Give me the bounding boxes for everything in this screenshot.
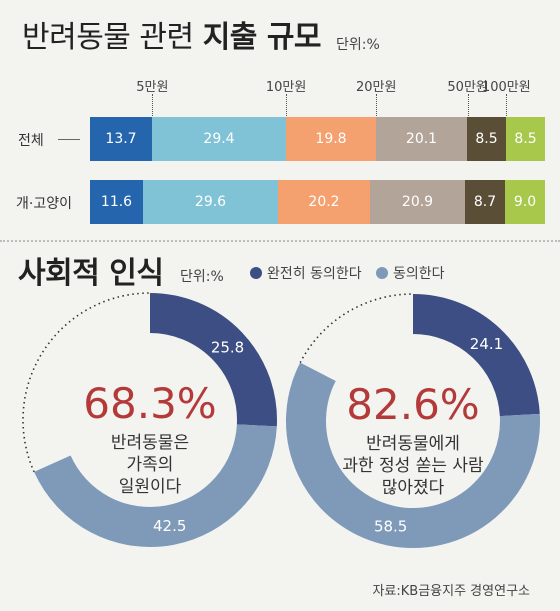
tick-line (376, 94, 378, 116)
donut-caption-line: 가족의 (127, 455, 174, 475)
spending-title: 반려동물 관련 지출 규모 (22, 18, 322, 58)
perception-title: 사회적 인식 (18, 256, 164, 291)
donut-caption-line: 반려동물은 (111, 433, 189, 453)
donut-slice-strongly-agree (412, 294, 540, 417)
legend-agree-swatch (376, 267, 388, 279)
tick-label: 20만원 (355, 80, 397, 95)
donut-caption-line: 반려동물에게 (366, 434, 460, 454)
donut-slice-strongly-agree (149, 293, 277, 427)
bar-segment: 11.6 (90, 180, 143, 224)
bar-segment: 20.2 (278, 180, 370, 224)
donut-caption-line: 과한 정성 쏟는 사람 (342, 456, 484, 476)
row-label: 개·고양이 (16, 196, 72, 212)
bar-segment: 19.8 (286, 117, 376, 161)
source-note: 자료:KB금융지주 경영연구소 (372, 584, 530, 599)
tick-label: 5만원 (136, 80, 169, 95)
tick-line (467, 94, 469, 116)
legend-agree-label: 동의한다 (393, 266, 445, 282)
spending-unit: 단위:% (336, 37, 380, 53)
donut-remainder (22, 292, 150, 473)
bar-segment: 9.0 (505, 180, 545, 224)
donut-caption-line: 많아졌다 (382, 478, 445, 498)
legend-strongly-agree-swatch (250, 267, 262, 279)
donut-remainder (299, 293, 413, 364)
row-label-leader (58, 139, 80, 140)
slice-label-strongly-agree: 24.1 (470, 335, 503, 353)
slice-label-agree: 42.5 (153, 517, 186, 535)
legend-strongly-agree-label: 완전히 동의한다 (267, 266, 362, 282)
donut-center-percent: 82.6% (346, 380, 479, 429)
tick-line (152, 94, 154, 116)
spending-title-bold: 지출 규모 (202, 20, 322, 55)
stacked-bar: 11.6 29.6 20.2 20.9 8.7 9.0 (90, 180, 545, 224)
tick-label: 100만원 (481, 80, 531, 95)
bar-segment: 8.5 (467, 117, 506, 161)
tick-label: 50만원 (447, 80, 488, 95)
legend-agree: 동의한다 (376, 263, 445, 283)
bar-segment: 20.9 (370, 180, 465, 224)
bar-segment: 29.6 (143, 180, 278, 224)
bar-segment: 8.5 (506, 117, 545, 161)
section-divider (0, 240, 560, 242)
tick-line (506, 94, 508, 116)
slice-label-strongly-agree: 25.8 (211, 338, 244, 356)
donut-center-percent: 68.3% (83, 379, 216, 428)
tick-label: 10만원 (265, 80, 307, 95)
donut-slice-agree (34, 423, 277, 547)
donut-caption-line: 일원이다 (119, 477, 182, 497)
tick-line (286, 94, 288, 116)
row-label: 전체 (18, 133, 44, 149)
bar-segment: 8.7 (465, 180, 505, 224)
stacked-bar: 13.7 29.4 19.8 20.1 8.5 8.5 (90, 117, 545, 161)
slice-label-agree: 58.5 (374, 518, 407, 536)
bar-segment: 20.1 (376, 117, 467, 161)
bar-segment: 29.4 (152, 117, 286, 161)
spending-title-light: 반려동물 관련 (22, 20, 194, 55)
donut-slice-agree (286, 362, 540, 548)
bar-segment: 13.7 (90, 117, 152, 161)
perception-unit: 단위:% (180, 269, 224, 285)
legend-strongly-agree: 완전히 동의한다 (250, 263, 362, 283)
